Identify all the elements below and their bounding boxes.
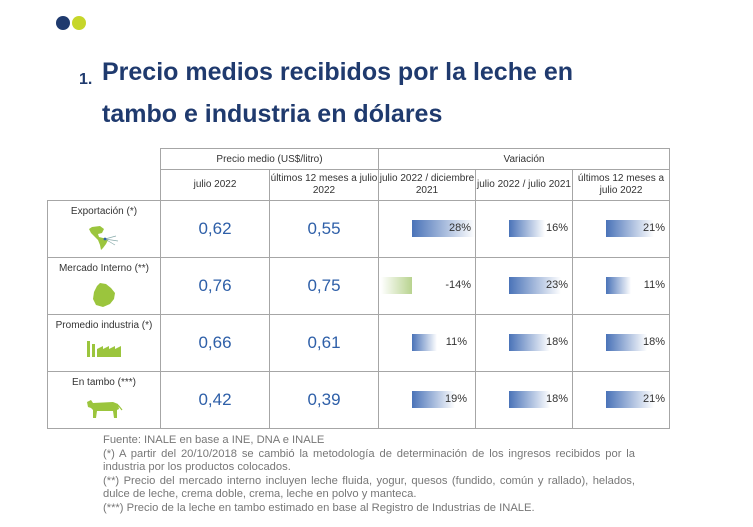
lime-dot (72, 16, 86, 30)
var-dec-value: 19% (444, 393, 467, 405)
row-label: Mercado Interno (**) (58, 263, 150, 274)
var-dec-bar (412, 334, 437, 351)
col-header-price-12m: últimos 12 meses a julio 2022 (269, 169, 379, 201)
price-jul-cell: 0,76 (160, 257, 270, 315)
var-dec-value: 11% (445, 336, 467, 348)
row-label: Promedio industria (*) (55, 320, 153, 331)
var-yoy-cell: 18% (475, 314, 573, 372)
var-yoy-value: 18% (545, 336, 568, 348)
var-dec-value: 28% (448, 222, 471, 234)
price-jul-cell: 0,42 (160, 371, 270, 429)
var-12m-bar (606, 277, 631, 294)
col-header-price-jul: julio 2022 (160, 169, 270, 201)
title-line-1: Precio medios recibidos por la leche en (102, 58, 573, 86)
var-12m-bar (606, 391, 654, 408)
row-label: En tambo (***) (72, 377, 136, 388)
source-note: Fuente: INALE en base a INE, DNA e INALE (103, 434, 325, 446)
var-12m-bar (606, 220, 654, 237)
price-jul-cell: 0,62 (160, 200, 270, 258)
table-row: Promedio industria (*) 0,66 0,61 11% 18%… (47, 314, 670, 372)
cow-icon (83, 396, 125, 423)
price-jul-cell: 0,66 (160, 314, 270, 372)
var-yoy-cell: 18% (475, 371, 573, 429)
var-yoy-value: 23% (545, 279, 568, 291)
var-dec-cell: 11% (378, 314, 476, 372)
var-12m-bar (606, 334, 647, 351)
var-dec-bar (412, 391, 455, 408)
uruguay-map-icon (91, 282, 117, 311)
var-yoy-bar (509, 391, 550, 408)
title-number: 1. (79, 71, 93, 88)
var-yoy-bar (509, 220, 545, 237)
var-dec-value: -14% (445, 279, 471, 291)
row-label-cell: Mercado Interno (**) (47, 257, 161, 315)
price-12m-cell: 0,39 (269, 371, 379, 429)
var-12m-cell: 11% (572, 257, 670, 315)
var-dec-cell: -14% (378, 257, 476, 315)
footnote-2: (**) Precio del mercado interno incluyen… (103, 474, 635, 501)
var-12m-cell: 18% (572, 314, 670, 372)
col-header-var-dec: julio 2022 / diciembre 2021 (378, 169, 476, 201)
price-12m-cell: 0,61 (269, 314, 379, 372)
row-label-cell: En tambo (***) (47, 371, 161, 429)
americas-map-icon (86, 225, 122, 254)
price-12m-cell: 0,55 (269, 200, 379, 258)
var-12m-cell: 21% (572, 371, 670, 429)
var-dec-bar (381, 277, 412, 294)
variation-group-header: Variación (378, 148, 670, 170)
var-yoy-value: 18% (545, 393, 568, 405)
row-label-cell: Promedio industria (*) (47, 314, 161, 372)
var-dec-cell: 19% (378, 371, 476, 429)
col-header-var-yoy: julio 2022 / julio 2021 (475, 169, 573, 201)
price-table: Precio medio (US$/litro) Variación julio… (47, 148, 670, 429)
var-12m-value: 21% (642, 222, 665, 234)
var-yoy-bar (509, 334, 550, 351)
var-yoy-cell: 23% (475, 257, 573, 315)
col-header-var-12m: últimos 12 meses a julio 2022 (572, 169, 670, 201)
var-12m-value: 18% (642, 336, 665, 348)
var-yoy-value: 16% (545, 222, 568, 234)
var-12m-value: 11% (643, 279, 665, 291)
footnote-3: (***) Precio de la leche en tambo estima… (103, 501, 535, 514)
row-label-cell: Exportación (*) (47, 200, 161, 258)
footnotes: Fuente: INALE en base a INE, DNA e INALE… (103, 434, 635, 516)
row-label: Exportación (*) (70, 206, 138, 217)
var-dec-bar (412, 220, 475, 237)
corner-cell-2 (48, 170, 161, 201)
factory-icon (84, 339, 124, 360)
table-row: En tambo (***) 0,42 0,39 19% 18% 21% (47, 371, 670, 429)
table-row: Mercado Interno (**) 0,76 0,75 -14% 23% … (47, 257, 670, 315)
var-12m-value: 21% (642, 393, 665, 405)
var-12m-cell: 21% (572, 200, 670, 258)
table-row: Exportación (*) 0,62 0,55 28% 16% 21 (47, 200, 670, 258)
footnote-1: (*) A partir del 20/10/2018 se cambió la… (103, 447, 635, 474)
var-yoy-bar (509, 277, 561, 294)
title-line-2: tambo e industria en dólares (102, 100, 443, 128)
price-group-header: Precio medio (US$/litro) (160, 148, 379, 170)
brand-dots (56, 16, 86, 30)
corner-cell (48, 149, 161, 170)
price-12m-cell: 0,75 (269, 257, 379, 315)
navy-dot (56, 16, 70, 30)
var-yoy-cell: 16% (475, 200, 573, 258)
var-dec-cell: 28% (378, 200, 476, 258)
